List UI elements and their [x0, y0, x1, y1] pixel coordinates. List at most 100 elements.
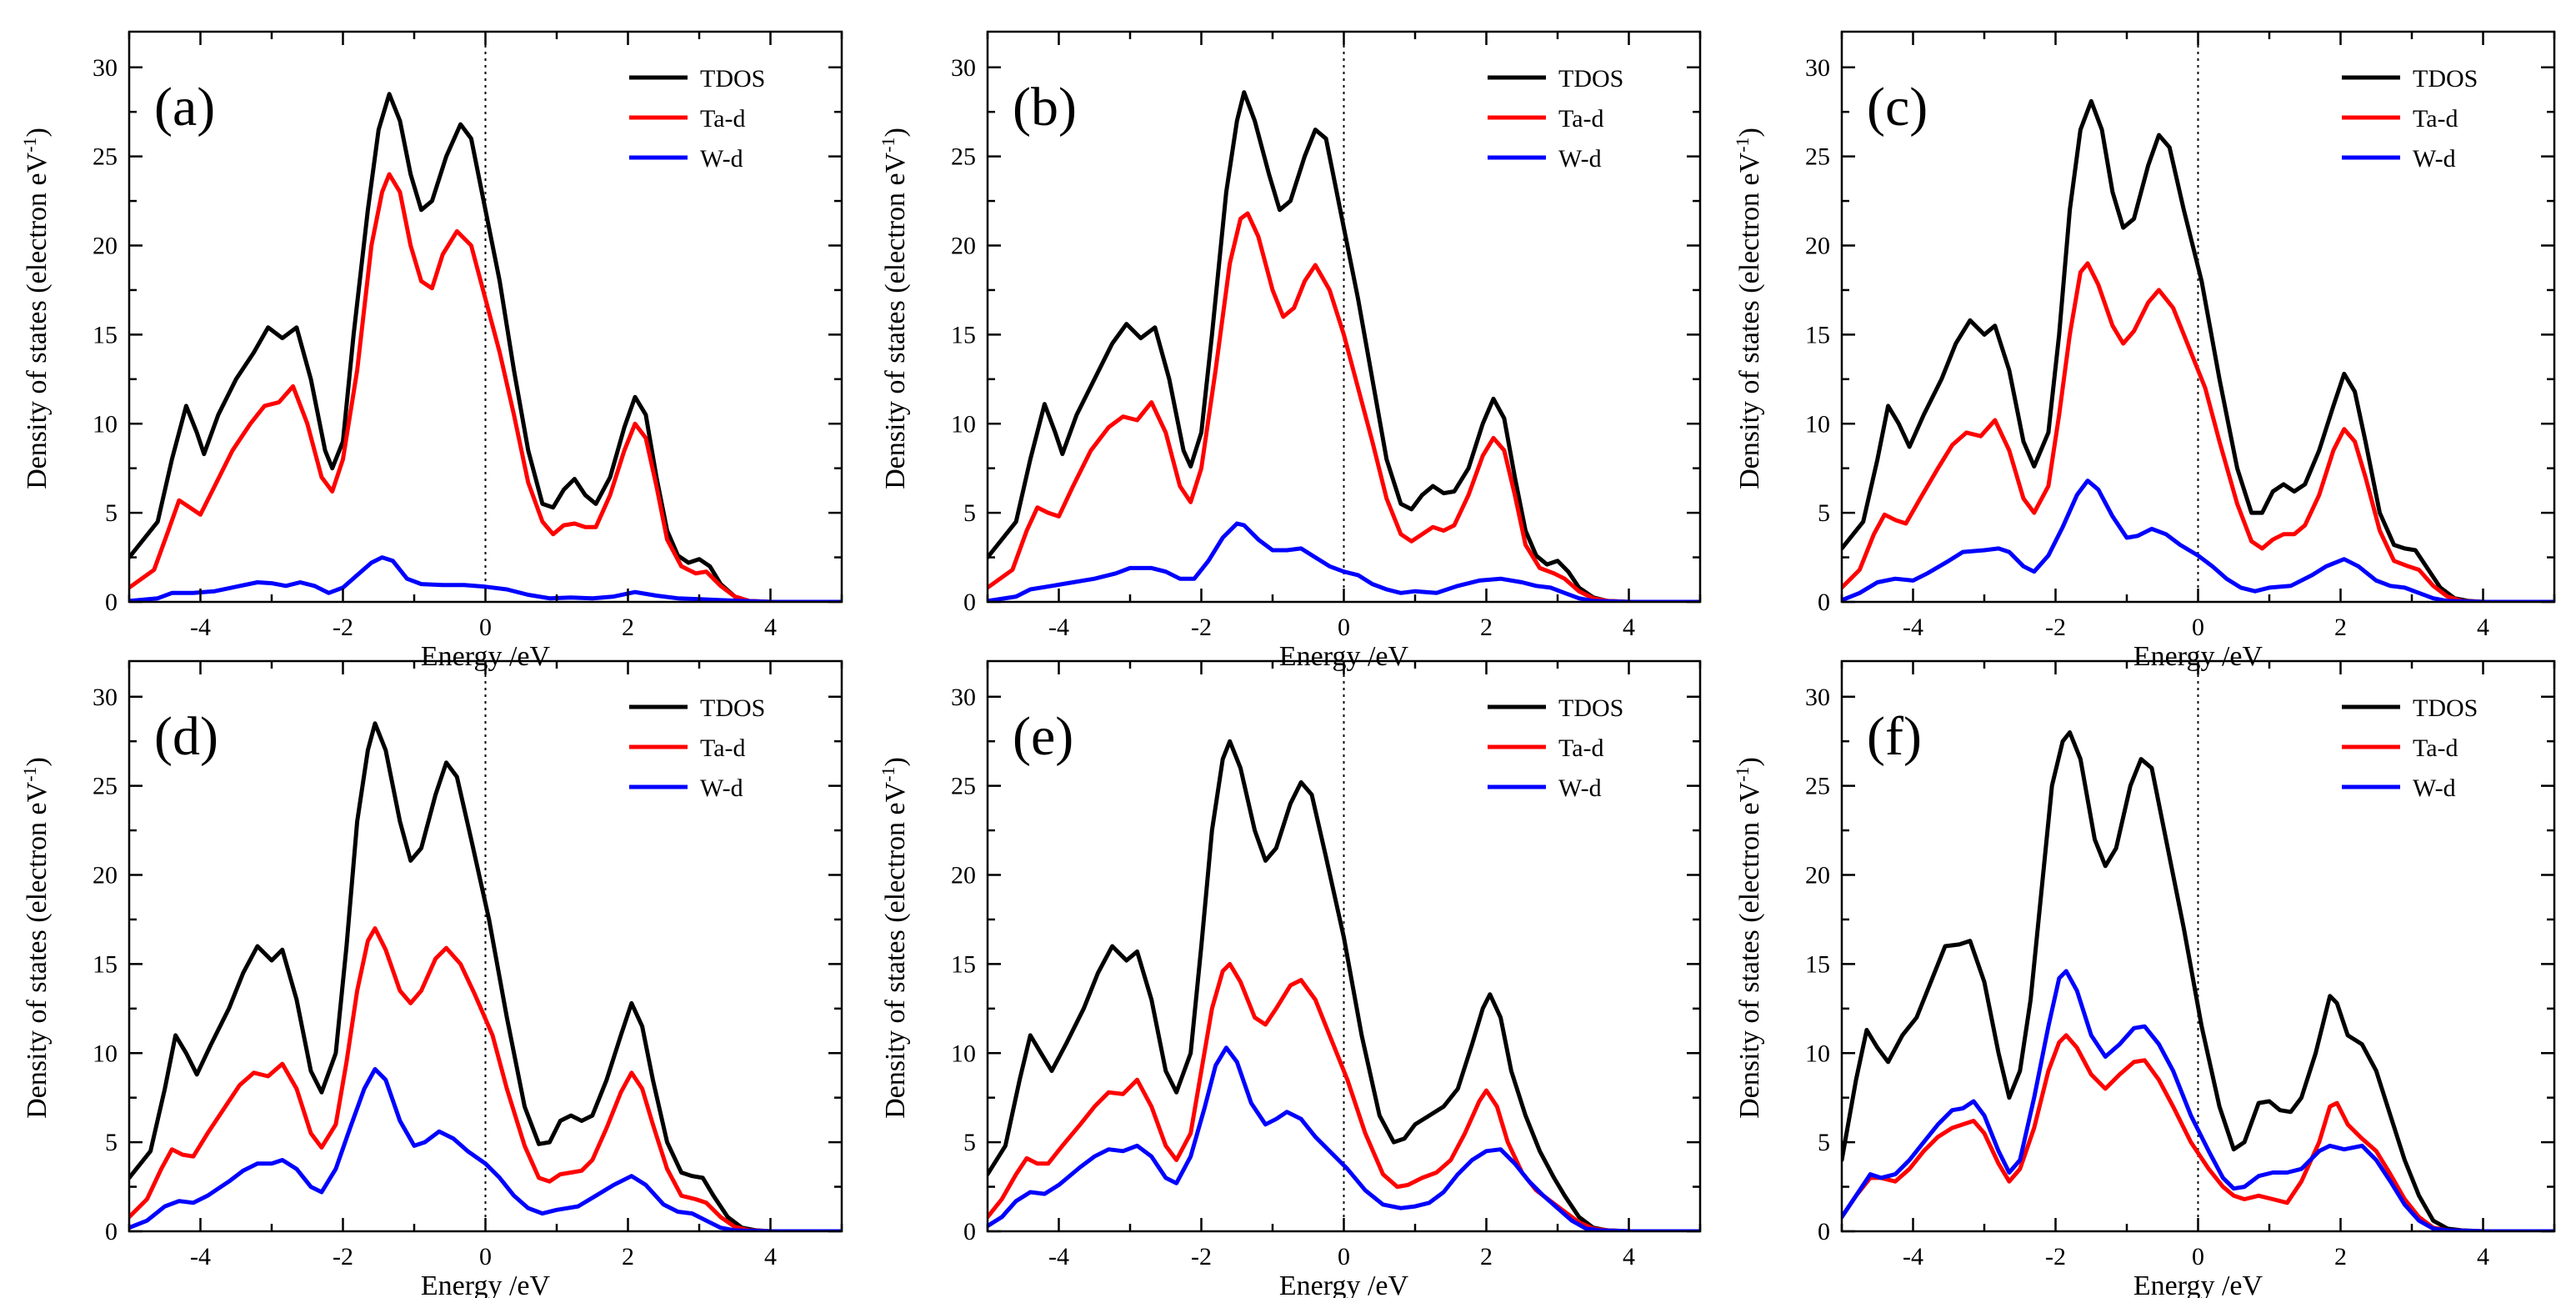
y-tick-label: 0 — [105, 589, 118, 616]
x-tick-label: -4 — [1048, 614, 1069, 641]
y-tick-label: 25 — [1805, 143, 1830, 171]
legend-label-w-d: W-d — [2413, 774, 2456, 802]
y-tick-label: 0 — [1818, 1218, 1830, 1245]
y-axis-title: Density of states (electron eV-1) — [1732, 757, 1765, 1119]
series-line-w-d — [129, 555, 842, 602]
legend-label-w-d: W-d — [1558, 145, 1602, 173]
y-tick-label: 30 — [93, 54, 118, 82]
x-axis-title: Energy /eV — [2133, 1270, 2263, 1298]
series-line-ta-d — [129, 926, 842, 1231]
x-tick-label: 2 — [622, 1243, 634, 1270]
legend-label-tdos: TDOS — [700, 65, 765, 93]
legend-label-tdos: TDOS — [2413, 694, 2478, 722]
x-tick-label: 0 — [2192, 614, 2204, 641]
x-tick-label: -2 — [2045, 1243, 2066, 1270]
x-tick-label: 0 — [2192, 1243, 2204, 1270]
series-line-w-d — [1842, 479, 2554, 602]
panel-label: (c) — [1867, 77, 1928, 138]
y-axis-title: Density of states (electron eV-1) — [1732, 128, 1765, 489]
y-axis-title: Density of states (electron eV-1) — [878, 128, 911, 489]
panel-label: (f) — [1867, 706, 1922, 767]
series-line-ta-d — [988, 961, 1700, 1231]
y-tick-label: 30 — [951, 684, 976, 711]
y-tick-label: 15 — [951, 950, 976, 978]
series-line-tdos — [988, 90, 1700, 602]
x-tick-label: 2 — [2334, 614, 2347, 641]
legend-label-tdos: TDOS — [1558, 65, 1623, 93]
series-line-ta-d — [1842, 261, 2554, 602]
legend-label-ta-d: Ta-d — [700, 734, 746, 762]
y-tick-label: 30 — [1805, 684, 1830, 711]
y-tick-label: 25 — [93, 773, 118, 800]
y-tick-label: 5 — [105, 499, 118, 527]
x-tick-label: 4 — [1623, 614, 1635, 641]
y-tick-label: 20 — [93, 862, 118, 890]
legend-label-tdos: TDOS — [1558, 694, 1623, 722]
series-line-ta-d — [988, 211, 1700, 602]
y-tick-label: 20 — [1805, 233, 1830, 260]
x-tick-label: -4 — [1903, 1243, 1923, 1270]
x-tick-label: 0 — [1338, 1243, 1350, 1270]
y-axis-title-main: Density of states (electron eV — [1734, 152, 1765, 489]
x-tick-label: 0 — [1338, 614, 1350, 641]
series-line-tdos — [1842, 730, 2554, 1231]
series-line-tdos — [129, 721, 842, 1231]
y-tick-label: 15 — [1805, 321, 1830, 348]
y-tick-label: 5 — [963, 499, 976, 527]
legend-label-ta-d: Ta-d — [2413, 734, 2458, 762]
y-tick-label: 10 — [1805, 1040, 1830, 1067]
y-tick-label: 10 — [93, 1040, 118, 1067]
y-axis-title-main: Density of states (electron eV — [22, 152, 53, 489]
y-tick-label: 0 — [963, 1218, 976, 1245]
legend-label-ta-d: Ta-d — [700, 105, 746, 133]
x-tick-label: 2 — [1480, 614, 1493, 641]
x-tick-label: 4 — [764, 614, 777, 641]
panel-label: (e) — [1013, 706, 1073, 767]
legend-label-w-d: W-d — [2413, 145, 2456, 173]
series-line-ta-d — [1842, 1033, 2554, 1231]
series-line-w-d — [988, 521, 1700, 602]
x-tick-label: 2 — [622, 614, 634, 641]
y-axis-title-superscript: -1 — [19, 766, 40, 781]
series-line-w-d — [988, 1045, 1700, 1231]
y-tick-label: 25 — [951, 773, 976, 800]
y-tick-label: 5 — [963, 1129, 976, 1156]
x-tick-label: -4 — [1048, 1243, 1069, 1270]
series-line-tdos — [988, 739, 1700, 1231]
y-tick-label: 10 — [1805, 410, 1830, 438]
y-axis-title: Density of states (electron eV-1) — [878, 757, 911, 1119]
y-tick-label: 30 — [1805, 54, 1830, 82]
panel-label: (a) — [154, 77, 215, 138]
legend-label-tdos: TDOS — [2413, 65, 2478, 93]
x-tick-label: -2 — [333, 614, 353, 641]
legend-label-ta-d: Ta-d — [1558, 105, 1604, 133]
y-axis-title: Density of states (electron eV-1) — [19, 757, 53, 1119]
y-axis-title-main: Density of states (electron eV — [22, 781, 53, 1119]
y-tick-label: 20 — [1805, 862, 1830, 890]
y-tick-label: 20 — [93, 233, 118, 260]
panel-f: -4 -2 0 2 4 0 5 10 15 20 25 30 Energy /eV Density of … — [1732, 659, 2556, 1298]
x-tick-label: 0 — [479, 1243, 492, 1270]
y-tick-label: 20 — [951, 233, 976, 260]
legend-label-ta-d: Ta-d — [1558, 734, 1604, 762]
y-tick-label: 25 — [951, 143, 976, 171]
y-axis-title-close: ) — [1734, 128, 1765, 137]
y-axis-title-superscript: -1 — [1732, 766, 1753, 781]
x-tick-label: -2 — [1191, 614, 1212, 641]
y-axis-title-superscript: -1 — [19, 137, 40, 152]
x-axis-title: Energy /eV — [421, 1270, 551, 1298]
y-axis-title-superscript: -1 — [878, 766, 898, 781]
y-tick-label: 10 — [93, 410, 118, 438]
y-tick-label: 15 — [93, 321, 118, 348]
legend-label-w-d: W-d — [1558, 774, 1602, 802]
y-tick-label: 0 — [963, 589, 976, 616]
y-tick-label: 15 — [93, 950, 118, 978]
x-tick-label: 4 — [764, 1243, 777, 1270]
y-tick-label: 5 — [1818, 1129, 1830, 1156]
x-tick-label: -2 — [2045, 614, 2066, 641]
y-axis-title-superscript: -1 — [878, 137, 898, 152]
x-tick-label: 2 — [1480, 1243, 1493, 1270]
x-tick-label: -4 — [190, 1243, 211, 1270]
